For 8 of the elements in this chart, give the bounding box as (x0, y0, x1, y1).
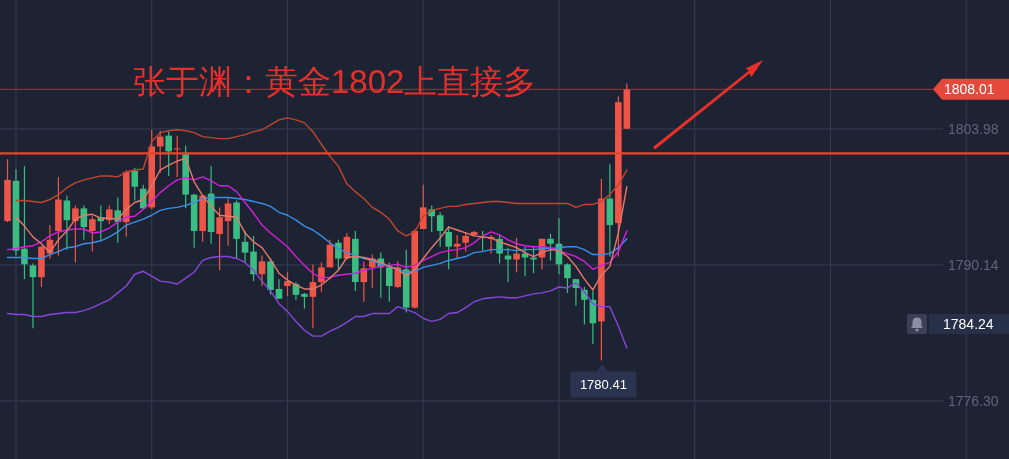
y-tick-label: 1776.30 (948, 393, 999, 410)
y-tick-label: 1790.14 (948, 256, 999, 273)
annotation: 1784.24 (929, 314, 1009, 334)
y-tick-label: 1803.98 (948, 120, 999, 137)
annotation: 1780.41 (570, 364, 637, 398)
text: 张于渊：黄金1802上直接多 (133, 63, 537, 100)
ref-line-label: 1808.01 (944, 81, 995, 98)
annotation: 1780.41 (579, 377, 627, 393)
